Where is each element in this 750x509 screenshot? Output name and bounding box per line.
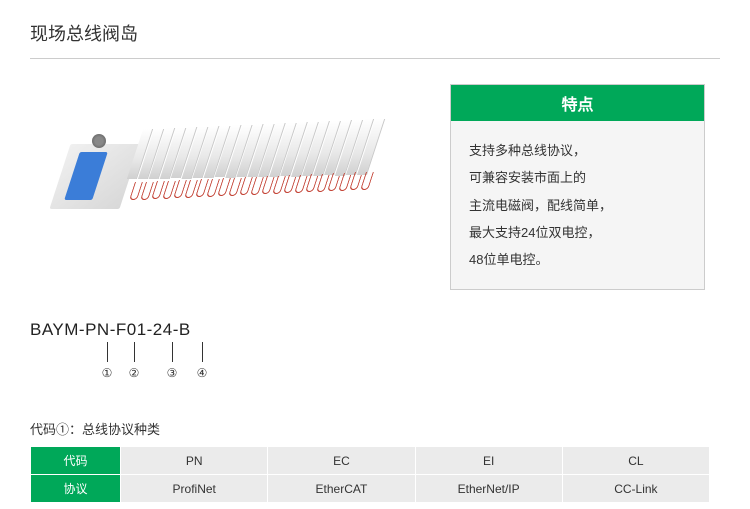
features-box: 特点 支持多种总线协议， 可兼容安装市面上的 主流电磁阀，配线简单， 最大支持2… [450,84,705,290]
model-marker: ③ [165,366,179,380]
table-cell: EtherNet/IP [415,475,562,503]
model-code: BAYM-PN-F01-24-B [30,320,720,340]
code-table: 代码 PN EC EI CL 协议 ProfiNet EtherCAT Ethe… [30,446,710,503]
features-body: 支持多种总线协议， 可兼容安装市面上的 主流电磁阀，配线简单， 最大支持24位双… [451,121,704,289]
device-illustration [50,104,400,224]
top-row: 特点 支持多种总线协议， 可兼容安装市面上的 主流电磁阀，配线简单， 最大支持2… [30,84,720,290]
feature-line: 48位单电控。 [469,246,686,273]
product-image [30,84,420,244]
model-marker: ② [127,366,141,380]
table-cell: PN [121,447,268,475]
model-marker: ① [100,366,114,380]
table-cell: EI [415,447,562,475]
table-row: 协议 ProfiNet EtherCAT EtherNet/IP CC-Link [31,475,710,503]
row-header: 代码 [31,447,121,475]
code-section-label: 代码①：总线协议种类 [30,419,720,438]
row-header: 协议 [31,475,121,503]
feature-line: 可兼容安装市面上的 [469,164,686,191]
model-diagram: ①② ③ ④ [32,342,720,384]
features-header: 特点 [451,85,704,121]
table-cell: ProfiNet [121,475,268,503]
model-marker: ④ [195,366,209,380]
feature-line: 主流电磁阀，配线简单， [469,192,686,219]
table-cell: EtherCAT [268,475,415,503]
table-cell: EC [268,447,415,475]
feature-line: 最大支持24位双电控， [469,219,686,246]
page-title: 现场总线阀岛 [30,20,720,59]
table-cell: CL [562,447,709,475]
table-row: 代码 PN EC EI CL [31,447,710,475]
model-section: BAYM-PN-F01-24-B ①② ③ ④ [30,320,720,384]
table-cell: CC-Link [562,475,709,503]
feature-line: 支持多种总线协议， [469,137,686,164]
